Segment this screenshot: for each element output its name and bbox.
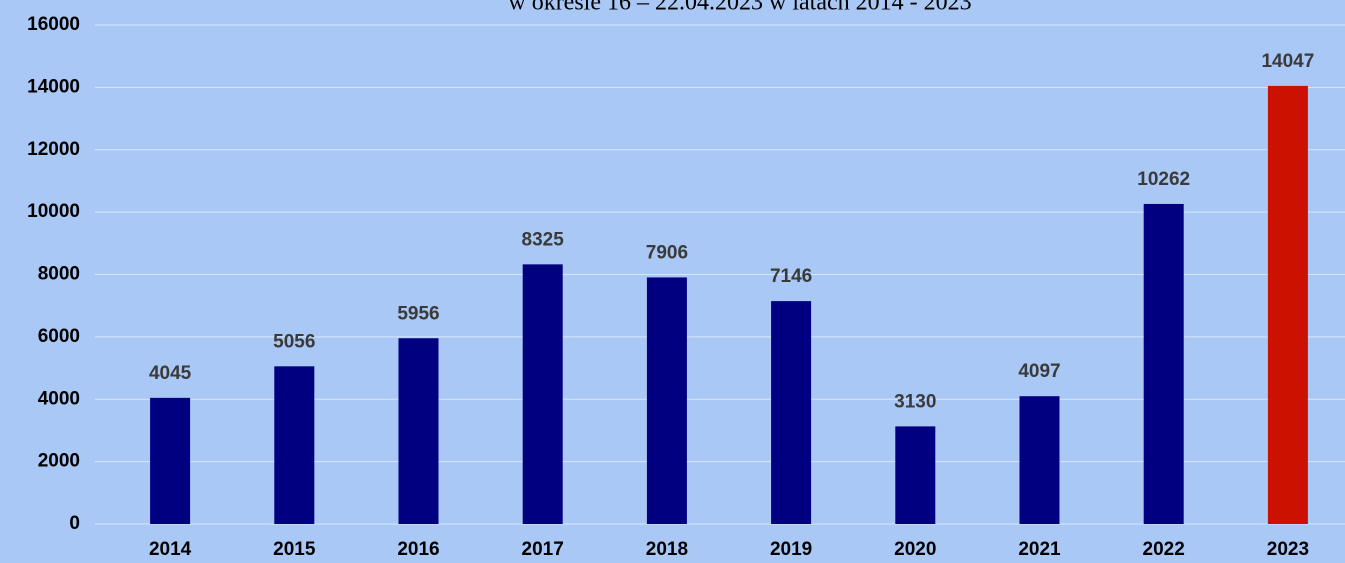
x-tick-label: 2020 [894,539,936,560]
bar [1267,85,1308,525]
value-label: 3130 [894,391,936,412]
y-tick-label: 12000 [27,139,80,160]
x-tick-label: 2021 [1018,539,1061,560]
value-label: 5056 [273,331,315,352]
bar [398,338,439,524]
y-tick-label: 4000 [38,388,80,409]
y-tick-label: 16000 [27,14,80,35]
y-tick-label: 6000 [38,326,80,347]
y-tick-label: 14000 [27,76,80,97]
x-tick-label: 2023 [1267,539,1309,560]
value-label: 7146 [770,266,812,287]
y-tick-label: 0 [69,513,80,534]
bar [895,426,936,524]
value-label: 14047 [1261,51,1314,72]
bar [646,277,687,524]
y-tick-label: 2000 [38,451,80,472]
bar [150,397,191,524]
bar [1143,203,1184,525]
chart-title: w okresie 16 – 22.04.2023 w latach 2014 … [508,0,971,16]
x-tick-label: 2019 [770,539,812,560]
bar [522,264,563,524]
x-tick-label: 2014 [149,539,192,560]
bar [274,366,315,524]
bar [771,301,812,524]
value-label: 10262 [1137,169,1190,190]
x-tick-label: 2015 [273,539,316,560]
value-label: 4045 [149,363,192,384]
y-tick-label: 8000 [38,264,80,285]
value-label: 8325 [522,229,565,250]
x-tick-label: 2022 [1143,539,1185,560]
value-label: 5956 [397,303,439,324]
x-tick-label: 2016 [397,539,439,560]
value-label: 7906 [646,242,688,263]
y-tick-label: 10000 [27,201,80,222]
x-tick-label: 2017 [522,539,564,560]
bar [1019,396,1060,524]
value-label: 4097 [1018,361,1060,382]
x-tick-label: 2018 [646,539,688,560]
